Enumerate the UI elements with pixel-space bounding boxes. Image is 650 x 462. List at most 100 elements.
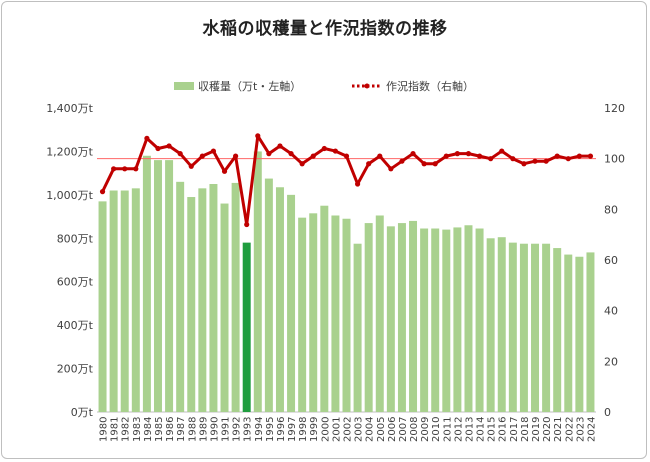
line-point bbox=[554, 153, 560, 159]
line-point bbox=[410, 151, 416, 157]
x-axis-tick-label: 2003 bbox=[354, 417, 365, 442]
bar bbox=[531, 243, 540, 412]
right-axis-tick-label: 0 bbox=[604, 406, 611, 419]
line-point bbox=[233, 153, 239, 159]
line-point bbox=[310, 153, 316, 159]
line-point bbox=[532, 158, 538, 164]
line-point bbox=[277, 143, 283, 149]
bar bbox=[397, 223, 406, 412]
x-axis-tick-label: 2016 bbox=[498, 417, 509, 442]
bar bbox=[553, 248, 562, 412]
x-axis-tick-label: 1984 bbox=[143, 417, 154, 442]
legend-bar-swatch bbox=[174, 82, 194, 90]
line-point bbox=[488, 156, 494, 162]
x-axis-tick-label: 2000 bbox=[320, 417, 331, 442]
line-point bbox=[266, 151, 272, 157]
left-axis-tick-label: 0万t bbox=[71, 406, 94, 419]
x-axis-tick-label: 1990 bbox=[209, 417, 220, 442]
line-point bbox=[354, 181, 361, 187]
x-axis-tick-label: 2002 bbox=[343, 417, 354, 442]
x-axis-tick-label: 2009 bbox=[420, 417, 431, 442]
x-axis-tick-label: 2006 bbox=[387, 417, 398, 442]
x-axis-tick-label: 2005 bbox=[376, 417, 387, 442]
x-axis-tick-label: 2020 bbox=[542, 417, 553, 442]
line-point bbox=[377, 153, 383, 159]
x-axis-tick-label: 1987 bbox=[176, 417, 187, 442]
left-axis-tick-label: 400万t bbox=[57, 319, 94, 332]
bar bbox=[309, 213, 318, 412]
x-axis-tick-label: 1992 bbox=[232, 417, 243, 442]
bar bbox=[409, 220, 418, 412]
bar bbox=[242, 242, 251, 412]
line-point bbox=[188, 163, 194, 169]
x-axis-tick-label: 1996 bbox=[276, 417, 287, 442]
x-axis-tick-label: 2018 bbox=[520, 417, 531, 442]
line-point bbox=[587, 153, 594, 159]
line-point bbox=[543, 158, 549, 164]
x-axis-tick-label: 2022 bbox=[564, 417, 575, 442]
bar bbox=[264, 178, 273, 412]
plot-area: 0万t 200万t 400万t 600万t 800万t 1,000万t 1,200万t 1,4… bbox=[46, 102, 625, 442]
x-axis-tick-label: 1985 bbox=[154, 417, 165, 442]
line-point bbox=[199, 153, 205, 159]
bar bbox=[165, 160, 174, 412]
bar bbox=[98, 201, 107, 412]
bar bbox=[198, 188, 207, 412]
bar bbox=[275, 187, 284, 412]
bar bbox=[342, 218, 351, 412]
right-axis-tick-label: 20 bbox=[604, 355, 618, 368]
bar bbox=[420, 228, 429, 412]
x-axis-tick-label: 2004 bbox=[365, 417, 376, 442]
line-point bbox=[144, 135, 150, 141]
x-axis-tick-label: 2007 bbox=[398, 417, 409, 442]
left-axis-tick-label: 1,400万t bbox=[46, 102, 93, 115]
x-axis-tick-label: 2011 bbox=[442, 417, 453, 442]
left-axis-tick-label: 800万t bbox=[57, 232, 94, 245]
bar bbox=[564, 254, 573, 412]
bar bbox=[519, 243, 528, 412]
x-axis-tick-label: 2015 bbox=[487, 417, 498, 442]
legend: 収穫量（万t・左軸） 作況指数（右軸） bbox=[174, 79, 474, 93]
line-point bbox=[388, 166, 394, 172]
x-axis-tick-label: 2008 bbox=[409, 417, 420, 442]
x-axis-tick-label: 1988 bbox=[187, 417, 198, 442]
line-point bbox=[133, 166, 139, 172]
line-point bbox=[465, 151, 472, 157]
line-point bbox=[221, 168, 228, 174]
line-point bbox=[521, 161, 527, 167]
legend-line-marker bbox=[364, 83, 370, 89]
bar bbox=[209, 184, 218, 412]
x-axis-tick-label: 1989 bbox=[198, 417, 209, 442]
x-axis-tick-label: 2021 bbox=[553, 417, 564, 442]
line-point bbox=[565, 156, 571, 162]
bar bbox=[120, 190, 129, 412]
line-point bbox=[332, 148, 339, 154]
x-axis-tick-label: 1995 bbox=[265, 417, 276, 442]
x-axis-tick-label: 2014 bbox=[476, 417, 487, 442]
bar bbox=[442, 229, 451, 412]
right-axis-tick-label: 40 bbox=[604, 305, 618, 318]
line-point bbox=[343, 153, 350, 159]
bar bbox=[497, 237, 506, 412]
x-axis-tick-label: 2001 bbox=[331, 417, 342, 442]
line-point bbox=[210, 148, 217, 154]
bar bbox=[431, 228, 440, 412]
line-point bbox=[255, 133, 261, 139]
line-point bbox=[244, 221, 250, 228]
bar bbox=[542, 243, 551, 412]
x-axis-tick-label: 2010 bbox=[431, 417, 442, 442]
bar bbox=[586, 252, 595, 412]
bar bbox=[320, 205, 329, 412]
bar bbox=[231, 182, 240, 412]
line-point bbox=[454, 151, 460, 157]
x-axis-tick-label: 2017 bbox=[509, 417, 520, 442]
line-point bbox=[122, 166, 128, 172]
line-point bbox=[321, 145, 327, 152]
legend-line-label: 作況指数（右軸） bbox=[386, 79, 474, 93]
x-axis-tick-label: 2019 bbox=[531, 417, 542, 442]
legend-bar-label: 収穫量（万t・左軸） bbox=[198, 79, 301, 93]
bar bbox=[109, 190, 118, 412]
x-axis-tick-label: 1993 bbox=[243, 417, 254, 442]
bar bbox=[375, 215, 384, 412]
